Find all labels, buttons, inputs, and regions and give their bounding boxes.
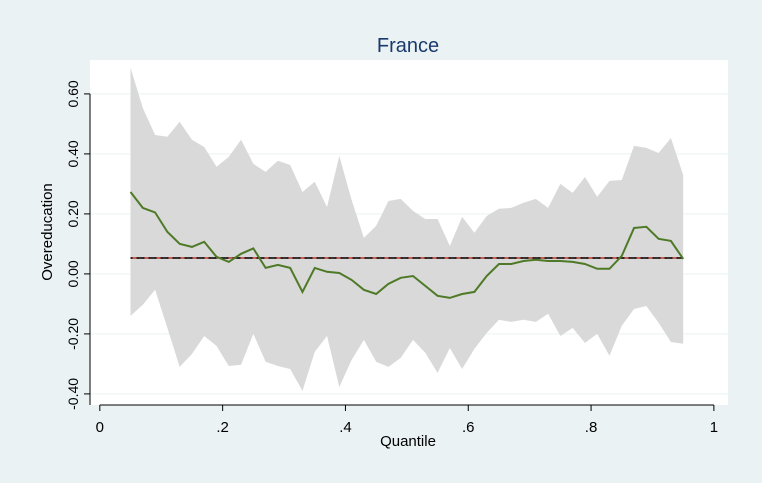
y-axis-label: Overeducation <box>39 183 56 281</box>
y-tick-label: -0.40 <box>65 378 81 410</box>
x-tick-label: .2 <box>216 419 229 436</box>
confidence-band <box>130 67 684 391</box>
y-tick-label: 0.00 <box>65 260 81 287</box>
y-tick-label: -0.20 <box>65 318 81 350</box>
x-tick-label: 0 <box>96 419 104 436</box>
x-tick-label: .8 <box>585 419 598 436</box>
chart-title: France <box>377 35 439 57</box>
y-tick-label: 0.20 <box>65 200 81 227</box>
y-tick-label: 0.40 <box>65 140 81 167</box>
x-tick-label: 1 <box>710 419 718 436</box>
coefficient-line <box>129 191 685 299</box>
y-tick-label: 0.60 <box>65 80 81 107</box>
x-tick-label: .6 <box>462 419 475 436</box>
x-tick-label: .4 <box>339 419 352 436</box>
x-axis-label: Quantile <box>380 433 436 450</box>
